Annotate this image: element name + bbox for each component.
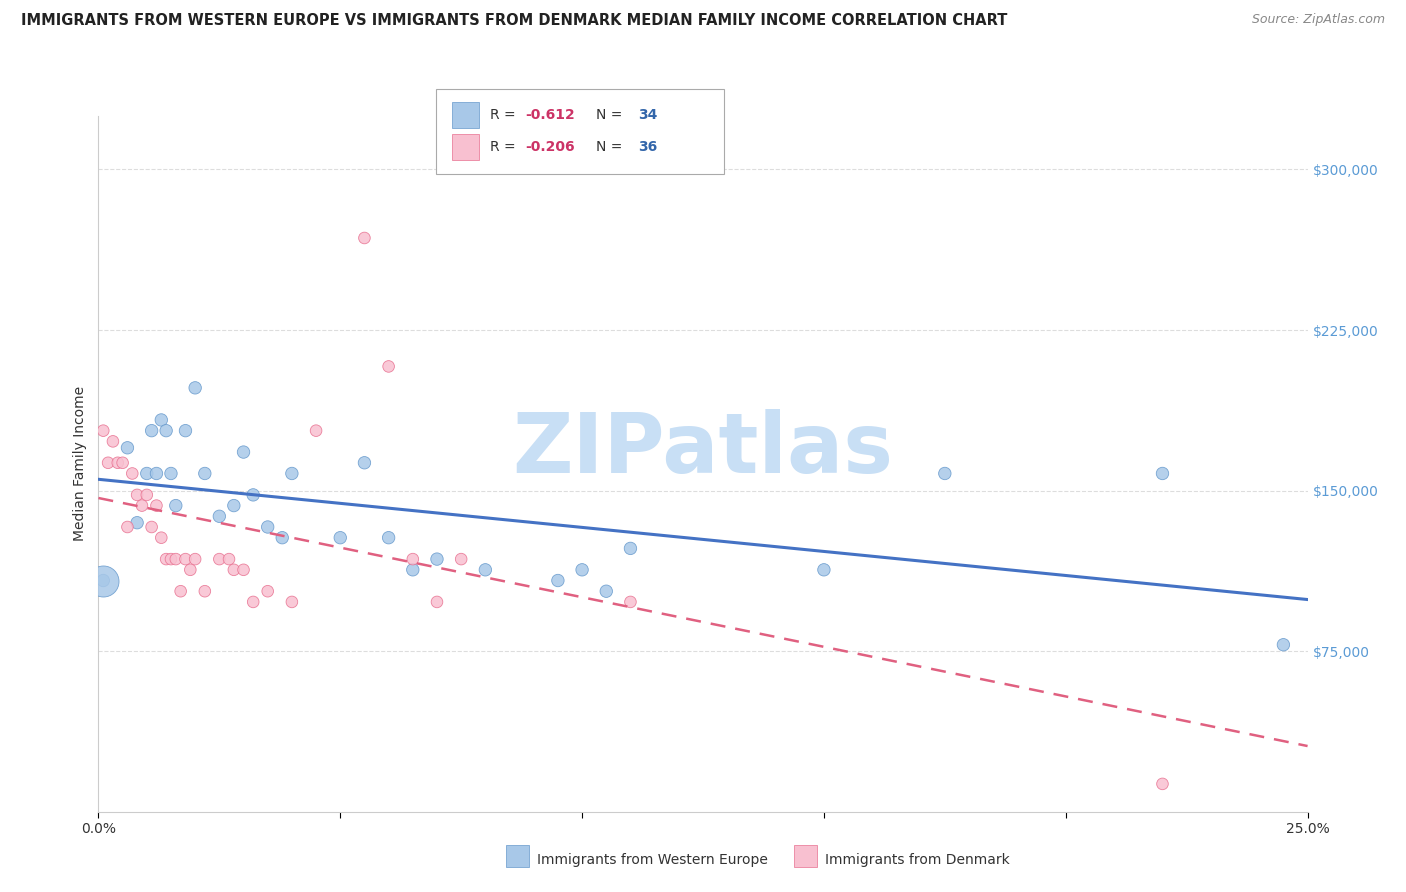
Point — [281, 595, 304, 609]
Point — [208, 552, 231, 566]
Point — [547, 574, 569, 588]
Point — [165, 552, 187, 566]
Point — [107, 456, 129, 470]
Point — [194, 467, 217, 481]
Point — [184, 381, 207, 395]
Point — [101, 434, 124, 449]
Point — [131, 499, 153, 513]
Point — [111, 456, 134, 470]
Text: R =: R = — [489, 108, 520, 122]
Point — [91, 574, 114, 588]
Point — [353, 456, 375, 470]
Point — [242, 488, 264, 502]
Point — [165, 499, 187, 513]
Text: -0.612: -0.612 — [526, 108, 575, 122]
Point — [281, 467, 304, 481]
Point — [474, 563, 496, 577]
Point — [127, 516, 149, 530]
Point — [329, 531, 352, 545]
Point — [595, 584, 617, 599]
Point — [145, 499, 167, 513]
Point — [169, 584, 191, 599]
Point — [450, 552, 472, 566]
Point — [242, 595, 264, 609]
Point — [117, 441, 139, 455]
Point — [141, 520, 163, 534]
Point — [377, 359, 399, 374]
Point — [150, 413, 173, 427]
Point — [426, 595, 449, 609]
Point — [135, 467, 157, 481]
Point — [174, 552, 197, 566]
Point — [160, 552, 183, 566]
Text: N =: N = — [596, 140, 627, 154]
Text: N =: N = — [596, 108, 627, 122]
Point — [91, 574, 114, 588]
Point — [619, 541, 641, 556]
Point — [135, 488, 157, 502]
Point — [353, 231, 375, 245]
Point — [402, 563, 425, 577]
Point — [194, 584, 217, 599]
Point — [222, 563, 245, 577]
Point — [256, 520, 278, 534]
Point — [218, 552, 240, 566]
Point — [377, 531, 399, 545]
Text: Immigrants from Denmark: Immigrants from Denmark — [825, 853, 1010, 867]
Point — [208, 509, 231, 524]
Point — [127, 488, 149, 502]
Point — [222, 499, 245, 513]
Point — [155, 552, 177, 566]
Text: ZIPatlas: ZIPatlas — [513, 409, 893, 491]
Point — [174, 424, 197, 438]
Text: -0.206: -0.206 — [526, 140, 575, 154]
Point — [184, 552, 207, 566]
Point — [1152, 777, 1174, 791]
Point — [150, 531, 173, 545]
Point — [121, 467, 143, 481]
Point — [271, 531, 294, 545]
Point — [232, 563, 254, 577]
Text: 34: 34 — [638, 108, 658, 122]
Text: Source: ZipAtlas.com: Source: ZipAtlas.com — [1251, 13, 1385, 27]
Y-axis label: Median Family Income: Median Family Income — [73, 386, 87, 541]
Point — [402, 552, 425, 566]
Point — [305, 424, 328, 438]
Point — [91, 424, 114, 438]
Text: IMMIGRANTS FROM WESTERN EUROPE VS IMMIGRANTS FROM DENMARK MEDIAN FAMILY INCOME C: IMMIGRANTS FROM WESTERN EUROPE VS IMMIGR… — [21, 13, 1008, 29]
Point — [1272, 638, 1295, 652]
Point — [571, 563, 593, 577]
Point — [1152, 467, 1174, 481]
Point — [160, 467, 183, 481]
Point — [256, 584, 278, 599]
Point — [934, 467, 956, 481]
Bar — [453, 134, 479, 160]
Point — [813, 563, 835, 577]
Point — [145, 467, 167, 481]
Point — [97, 456, 120, 470]
Point — [141, 424, 163, 438]
Text: Immigrants from Western Europe: Immigrants from Western Europe — [537, 853, 768, 867]
Bar — [453, 102, 479, 128]
Text: 36: 36 — [638, 140, 658, 154]
Point — [619, 595, 641, 609]
Point — [155, 424, 177, 438]
Point — [117, 520, 139, 534]
Point — [179, 563, 201, 577]
Point — [232, 445, 254, 459]
Point — [426, 552, 449, 566]
Text: R =: R = — [489, 140, 520, 154]
